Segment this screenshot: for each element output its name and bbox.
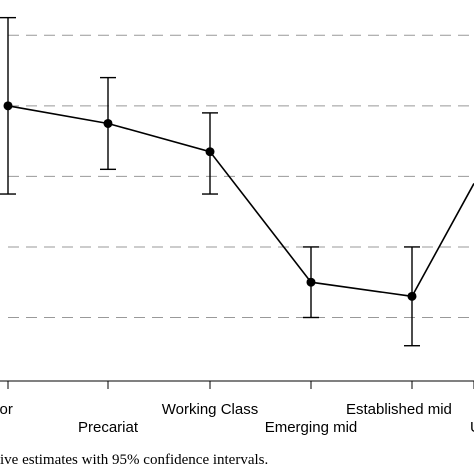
data-point	[306, 277, 316, 287]
error-bars	[0, 16, 420, 347]
x-ticks	[7, 381, 474, 389]
data-point	[205, 147, 215, 157]
x-tick-label: Established mid	[346, 401, 452, 418]
x-tick-label: oor	[0, 401, 13, 418]
data-points	[3, 101, 417, 301]
gridlines	[8, 34, 474, 318]
x-tick-label: U	[470, 419, 474, 436]
x-tick-labels: oor Precariat Working Class Emerging midEst…	[0, 401, 474, 436]
series-line	[7, 105, 474, 298]
x-tick-label: Emerging mid	[265, 419, 358, 436]
data-point	[103, 118, 113, 128]
chart-note: ive estimates with 95% confidence interv…	[0, 452, 269, 468]
x-tick-label: Precariat	[78, 419, 139, 436]
x-tick-label: Working Class	[162, 401, 258, 418]
data-point	[407, 291, 417, 301]
data-point	[3, 101, 13, 111]
